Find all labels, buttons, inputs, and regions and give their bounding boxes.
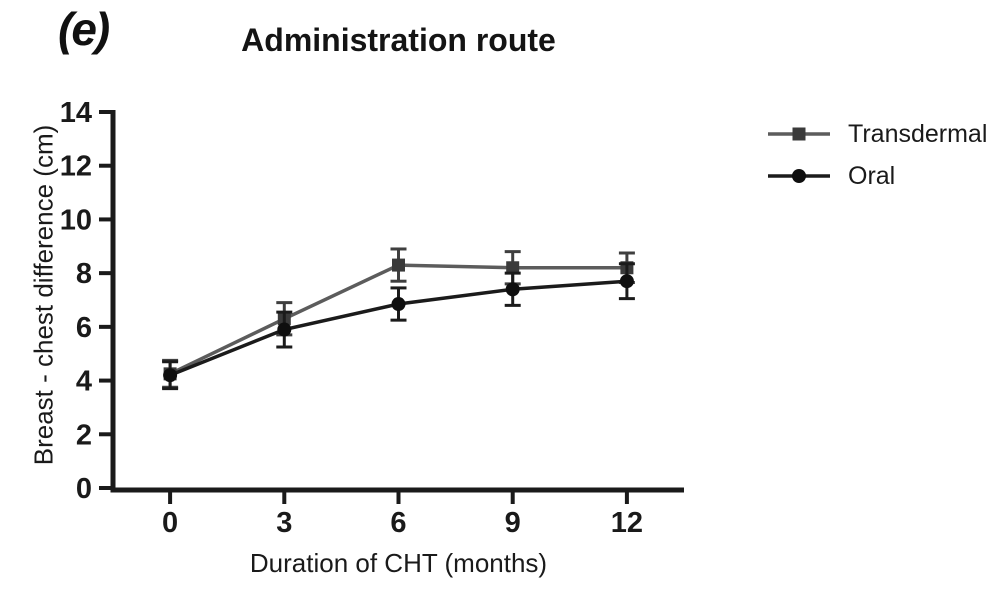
oral-line-circle-icon <box>768 169 830 183</box>
legend-label-transdermal: Transdermal <box>848 119 988 148</box>
legend-swatch-circle <box>792 169 806 183</box>
marker-square-transdermal <box>506 261 520 275</box>
y-tick-label: 6 <box>76 312 92 344</box>
y-tick-label: 8 <box>76 258 92 290</box>
panel-label: (e) <box>58 3 110 55</box>
legend-swatch-square <box>792 127 806 141</box>
chart-title: Administration route <box>241 22 556 58</box>
legend-item-oral: Oral <box>766 155 987 197</box>
y-tick-label: 12 <box>60 151 92 183</box>
marker-circle-oral <box>391 297 406 312</box>
y-tick-label: 2 <box>76 419 92 451</box>
marker-circle-oral <box>505 282 520 297</box>
legend-item-transdermal: Transdermal <box>766 113 987 155</box>
y-tick-label: 10 <box>60 204 92 236</box>
transdermal-line-square-icon <box>768 127 830 141</box>
x-tick-label: 6 <box>390 507 406 539</box>
marker-circle-oral <box>277 322 292 337</box>
marker-square-transdermal <box>392 258 405 272</box>
x-tick-label: 3 <box>276 507 292 539</box>
x-tick-label: 9 <box>505 507 521 539</box>
marker-circle-oral <box>163 368 178 383</box>
y-tick-label: 14 <box>60 97 92 129</box>
x-tick-label: 0 <box>162 507 178 539</box>
legend: Transdermal Oral <box>766 113 987 197</box>
y-tick-label: 0 <box>76 473 92 505</box>
x-tick-label: 12 <box>611 507 643 539</box>
legend-label-oral: Oral <box>848 161 896 190</box>
x-axis-title: Duration of CHT (months) <box>249 548 548 578</box>
marker-circle-oral <box>619 274 634 289</box>
y-tick-label: 4 <box>76 366 92 398</box>
